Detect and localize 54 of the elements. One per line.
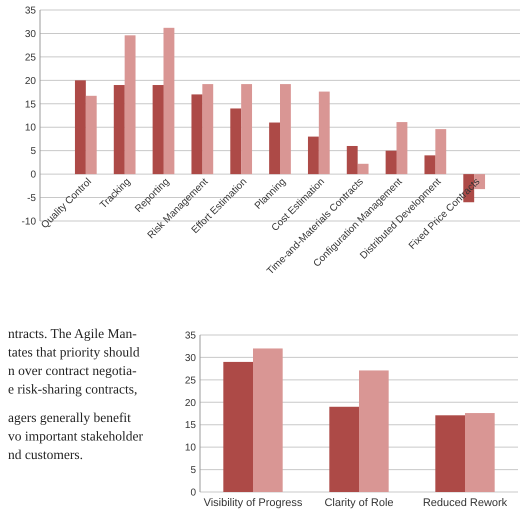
y-tick-label: 20 — [184, 398, 196, 409]
y-tick-label: 15 — [24, 99, 36, 110]
y-tick-label: 30 — [24, 28, 36, 40]
text: e risk-sharing contracts, — [8, 382, 138, 396]
x-tick-label: Reduced Rework — [422, 497, 508, 509]
bar — [396, 122, 408, 174]
text: n over contract negotia- — [8, 363, 138, 378]
bar — [124, 35, 136, 174]
y-tick-label: -10 — [22, 216, 36, 228]
bar — [308, 136, 319, 174]
bar — [280, 84, 291, 174]
y-tick-label: 20 — [24, 76, 36, 87]
bar — [86, 96, 97, 174]
text: tates that priority should — [8, 344, 140, 360]
bar — [435, 415, 465, 492]
bar — [465, 413, 495, 492]
y-tick-label: 30 — [184, 352, 196, 364]
text: agers generally benefit — [8, 410, 132, 425]
bar — [253, 348, 283, 492]
bar — [152, 85, 164, 174]
bar — [386, 150, 397, 174]
bar — [230, 108, 242, 174]
bar — [74, 80, 86, 174]
bar — [435, 129, 446, 174]
text: ntracts. The Agile Man- — [8, 326, 138, 341]
y-tick-label: 35 — [24, 6, 36, 16]
y-tick-label: 25 — [24, 52, 36, 64]
bar — [223, 362, 253, 492]
bar — [202, 84, 214, 174]
bar — [358, 164, 369, 174]
y-tick-label: 0 — [190, 488, 196, 498]
y-tick-label: 25 — [184, 375, 196, 386]
y-tick-label: 15 — [184, 420, 196, 432]
y-tick-label: 0 — [30, 170, 36, 181]
x-tick-label: Clarity of Role — [324, 497, 394, 509]
bar — [191, 94, 202, 174]
bar — [346, 146, 358, 174]
text: vo important stakeholder — [8, 428, 144, 444]
text: nd customers. — [8, 447, 83, 462]
bar — [424, 155, 436, 174]
y-tick-label: -5 — [27, 193, 36, 204]
y-tick-label: 5 — [30, 146, 36, 158]
y-tick-label: 10 — [184, 442, 196, 454]
y-tick-label: 35 — [184, 330, 196, 342]
bar — [329, 406, 359, 492]
x-tick-label: Visibility of Progress — [204, 497, 303, 509]
bar — [241, 84, 252, 174]
bar — [114, 85, 125, 174]
bar — [163, 28, 174, 174]
bar — [269, 122, 280, 174]
bar — [359, 370, 389, 492]
y-tick-label: 5 — [190, 465, 196, 476]
bar — [318, 92, 330, 174]
y-tick-label: 10 — [24, 122, 36, 134]
